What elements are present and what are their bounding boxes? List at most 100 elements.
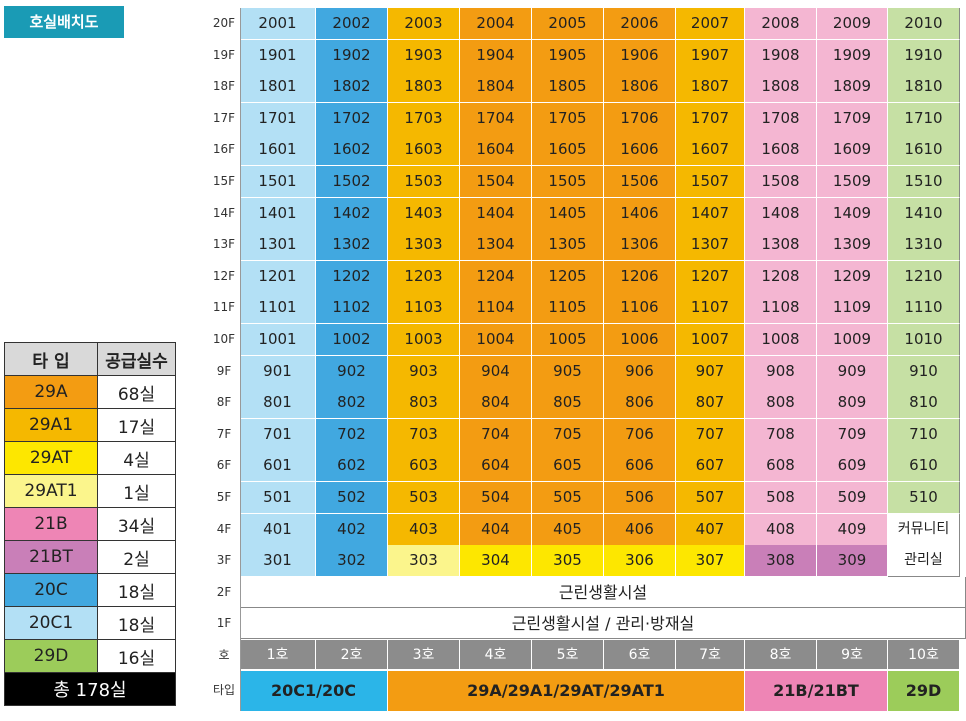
- room-cell[interactable]: 605: [532, 450, 604, 482]
- room-cell[interactable]: 601: [240, 450, 316, 482]
- room-cell[interactable]: 1609: [817, 134, 888, 166]
- room-cell[interactable]: 307: [676, 545, 745, 577]
- room-cell[interactable]: 1604: [460, 134, 532, 166]
- room-cell[interactable]: 1104: [460, 292, 532, 324]
- room-cell[interactable]: 2005: [532, 8, 604, 40]
- room-cell[interactable]: 1105: [532, 292, 604, 324]
- room-cell[interactable]: 404: [460, 514, 532, 546]
- room-cell[interactable]: 904: [460, 356, 532, 388]
- room-cell[interactable]: 1102: [316, 292, 388, 324]
- room-cell[interactable]: 2009: [817, 8, 888, 40]
- room-cell[interactable]: 1110: [888, 292, 960, 324]
- room-cell[interactable]: 1406: [604, 198, 676, 230]
- room-cell[interactable]: 607: [676, 450, 745, 482]
- room-cell[interactable]: 1507: [676, 166, 745, 198]
- room-cell[interactable]: 807: [676, 387, 745, 419]
- room-cell[interactable]: 1106: [604, 292, 676, 324]
- room-cell[interactable]: 309: [817, 545, 888, 577]
- room-cell[interactable]: 1007: [676, 324, 745, 356]
- room-cell[interactable]: 커뮤니티: [888, 514, 960, 546]
- room-cell[interactable]: 1107: [676, 292, 745, 324]
- room-cell[interactable]: 901: [240, 356, 316, 388]
- room-cell[interactable]: 1404: [460, 198, 532, 230]
- room-cell[interactable]: 1003: [388, 324, 460, 356]
- room-cell[interactable]: 802: [316, 387, 388, 419]
- room-cell[interactable]: 1902: [316, 40, 388, 72]
- room-cell[interactable]: 1210: [888, 261, 960, 293]
- room-cell[interactable]: 708: [745, 419, 817, 451]
- room-cell[interactable]: 1702: [316, 103, 388, 135]
- room-cell[interactable]: 1209: [817, 261, 888, 293]
- room-cell[interactable]: 1310: [888, 229, 960, 261]
- room-cell[interactable]: 1706: [604, 103, 676, 135]
- room-cell[interactable]: 1801: [240, 71, 316, 103]
- room-cell[interactable]: 803: [388, 387, 460, 419]
- room-cell[interactable]: 1804: [460, 71, 532, 103]
- room-cell[interactable]: 701: [240, 419, 316, 451]
- room-cell[interactable]: 1403: [388, 198, 460, 230]
- room-cell[interactable]: 1001: [240, 324, 316, 356]
- room-cell[interactable]: 1703: [388, 103, 460, 135]
- room-cell[interactable]: 1303: [388, 229, 460, 261]
- room-cell[interactable]: 506: [604, 482, 676, 514]
- room-cell[interactable]: 1306: [604, 229, 676, 261]
- room-cell[interactable]: 2006: [604, 8, 676, 40]
- room-cell[interactable]: 402: [316, 514, 388, 546]
- room-cell[interactable]: 301: [240, 545, 316, 577]
- room-cell[interactable]: 810: [888, 387, 960, 419]
- room-cell[interactable]: 1009: [817, 324, 888, 356]
- room-cell[interactable]: 1710: [888, 103, 960, 135]
- room-cell[interactable]: 401: [240, 514, 316, 546]
- room-cell[interactable]: 1606: [604, 134, 676, 166]
- room-cell[interactable]: 509: [817, 482, 888, 514]
- room-cell[interactable]: 808: [745, 387, 817, 419]
- room-cell[interactable]: 2001: [240, 8, 316, 40]
- room-cell[interactable]: 1108: [745, 292, 817, 324]
- room-cell[interactable]: 1603: [388, 134, 460, 166]
- room-cell[interactable]: 505: [532, 482, 604, 514]
- room-cell[interactable]: 703: [388, 419, 460, 451]
- room-cell[interactable]: 804: [460, 387, 532, 419]
- room-cell[interactable]: 1103: [388, 292, 460, 324]
- room-cell[interactable]: 1205: [532, 261, 604, 293]
- room-cell[interactable]: 1906: [604, 40, 676, 72]
- room-cell[interactable]: 1610: [888, 134, 960, 166]
- room-cell[interactable]: 1402: [316, 198, 388, 230]
- room-cell[interactable]: 1705: [532, 103, 604, 135]
- room-cell[interactable]: 501: [240, 482, 316, 514]
- room-cell[interactable]: 1905: [532, 40, 604, 72]
- room-cell[interactable]: 608: [745, 450, 817, 482]
- room-cell[interactable]: 406: [604, 514, 676, 546]
- room-cell[interactable]: 2010: [888, 8, 960, 40]
- room-cell[interactable]: 304: [460, 545, 532, 577]
- room-cell[interactable]: 2007: [676, 8, 745, 40]
- room-cell[interactable]: 1907: [676, 40, 745, 72]
- room-cell[interactable]: 1503: [388, 166, 460, 198]
- room-cell[interactable]: 1807: [676, 71, 745, 103]
- room-cell[interactable]: 1401: [240, 198, 316, 230]
- room-cell[interactable]: 1901: [240, 40, 316, 72]
- room-cell[interactable]: 1101: [240, 292, 316, 324]
- room-cell[interactable]: 1208: [745, 261, 817, 293]
- room-cell[interactable]: 2003: [388, 8, 460, 40]
- room-cell[interactable]: 1204: [460, 261, 532, 293]
- room-cell[interactable]: 508: [745, 482, 817, 514]
- room-cell[interactable]: 1502: [316, 166, 388, 198]
- room-cell[interactable]: 관리실: [888, 545, 960, 577]
- room-cell[interactable]: 1909: [817, 40, 888, 72]
- room-cell[interactable]: 2008: [745, 8, 817, 40]
- room-cell[interactable]: 706: [604, 419, 676, 451]
- room-cell[interactable]: 806: [604, 387, 676, 419]
- room-cell[interactable]: 1508: [745, 166, 817, 198]
- room-cell[interactable]: 2002: [316, 8, 388, 40]
- room-cell[interactable]: 407: [676, 514, 745, 546]
- room-cell[interactable]: 603: [388, 450, 460, 482]
- room-cell[interactable]: 606: [604, 450, 676, 482]
- room-cell[interactable]: 1904: [460, 40, 532, 72]
- room-cell[interactable]: 1903: [388, 40, 460, 72]
- room-cell[interactable]: 710: [888, 419, 960, 451]
- room-cell[interactable]: 902: [316, 356, 388, 388]
- room-cell[interactable]: 1602: [316, 134, 388, 166]
- room-cell[interactable]: 303: [388, 545, 460, 577]
- room-cell[interactable]: 1203: [388, 261, 460, 293]
